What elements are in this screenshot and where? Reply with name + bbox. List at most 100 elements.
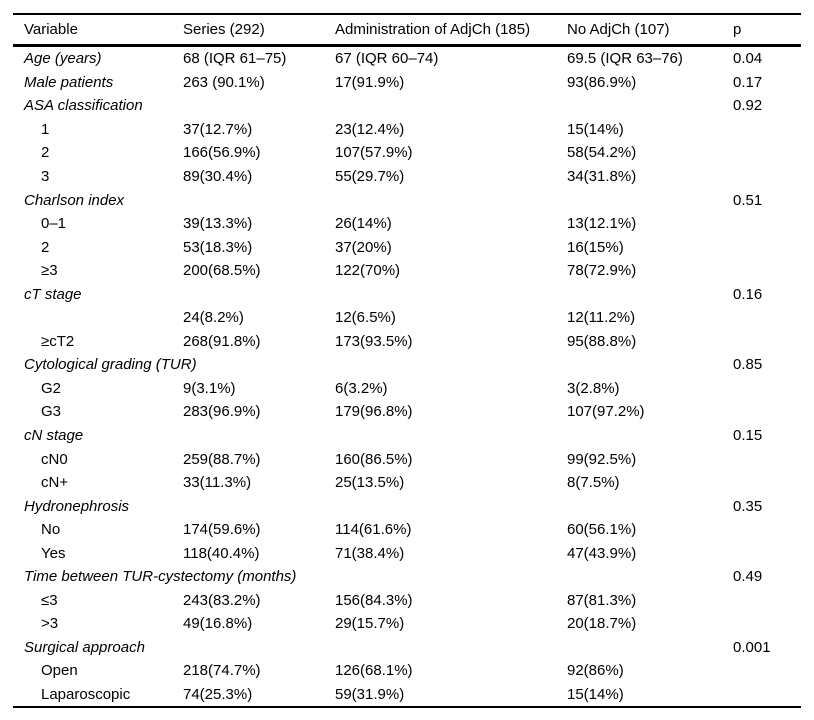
cell-adjch: 55(29.7%) (335, 168, 405, 185)
cell-adjch: 122(70%) (335, 262, 401, 280)
cell-variable: G3 (41, 403, 62, 421)
cell-no-adjch (567, 494, 733, 518)
table-row: ≤3 243(83.2%) 156(84.3%) 87(81.3%) (13, 589, 801, 613)
cell-p (733, 306, 801, 330)
cell-variable: cN stage (24, 427, 84, 445)
table-row: 0–1 39(13.3%) 26(14%) 13(12.1%) (13, 212, 801, 236)
cell-series: 263 (90.1%) (183, 73, 265, 91)
cell-series: 118(40.4%) (183, 544, 260, 562)
table-row: 1 37(12.7%) 23(12.4%) 15(14%) (13, 118, 801, 142)
cell-variable: Open (41, 662, 78, 680)
cell-p: 0.85 (733, 356, 763, 374)
cell-no-adjch: 107(97.2%) (567, 403, 645, 421)
cell-adjch: 156(84.3%) (335, 591, 413, 609)
cell-adjch: 160(86.5%) (335, 450, 413, 468)
table-row: Charlson index 0.51 (13, 188, 801, 212)
table-body: Age (years) 68 (IQR 61–75) 67 (IQR 60–74) 6… (13, 46, 801, 708)
cell-adjch: 179(96.8%) (335, 403, 413, 421)
cell-p: 0.92 (733, 97, 763, 115)
cell-p (733, 659, 801, 683)
cell-adjch (335, 94, 567, 118)
table-row: cN0 259(88.7%) 160(86.5%) 99(92.5%) (13, 447, 801, 471)
cell-no-adjch: 13(12.1%) (567, 215, 637, 233)
cell-series: 74(25.3%) (183, 686, 253, 704)
cell-no-adjch (567, 424, 733, 448)
cell-adjch: 126(68.1%) (335, 662, 413, 680)
cell-p: 0.17 (733, 73, 763, 91)
cell-adjch: 59(31.9%) (335, 686, 405, 704)
cell-adjch (335, 424, 567, 448)
cell-adjch (335, 188, 567, 212)
cell-series: 37(12.7%) (183, 120, 253, 138)
col-header-series: Series (292) (183, 14, 335, 47)
cell-adjch: 17(91.9%) (335, 73, 405, 91)
table-row: G2 9(3.1%) 6(3.2%) 3(2.8%) (13, 377, 801, 401)
col-header-variable: Variable (13, 14, 183, 47)
cell-p: 0.04 (733, 50, 763, 68)
cell-adjch: 107(57.9%) (335, 144, 413, 162)
cell-no-adjch: 58(54.2%) (567, 144, 637, 162)
cell-variable: Surgical approach (24, 638, 145, 656)
cell-adjch: 26(14%) (335, 215, 392, 233)
table-row: Open 218(74.7%) 126(68.1%) 92(86%) (13, 659, 801, 683)
table-row: Time between TUR-cystectomy (months) 0.49 (13, 565, 801, 589)
cell-series: 218(74.7%) (183, 662, 261, 680)
cell-p: 0.51 (733, 191, 763, 209)
cell-no-adjch: 15(14%) (567, 120, 624, 138)
cell-p (733, 683, 801, 708)
cell-adjch (335, 565, 567, 589)
cell-no-adjch: 95(88.8%) (567, 332, 637, 350)
cell-p (733, 400, 801, 424)
cell-variable: 2 (41, 238, 50, 256)
cell-no-adjch (567, 636, 733, 660)
cell-variable: Age (years) (24, 50, 102, 68)
cell-adjch (335, 282, 567, 306)
cell-variable: cN+ (41, 474, 69, 492)
cell-adjch: 29(15.7%) (335, 615, 405, 633)
cell-no-adjch: 47(43.9%) (567, 544, 637, 562)
cell-variable: Yes (41, 544, 66, 562)
cell-no-adjch (567, 188, 733, 212)
cell-adjch: 12(6.5%) (335, 309, 396, 327)
cell-no-adjch (567, 565, 733, 589)
cell-series: 68 (IQR 61–75) (183, 50, 287, 68)
cell-no-adjch: 15(14%) (567, 686, 624, 704)
baseline-characteristics-table: Variable Series (292) Administration of … (13, 13, 801, 709)
table-row: Laparoscopic 74(25.3%) 59(31.9%) 15(14%) (13, 683, 801, 708)
cell-adjch: 114(61.6%) (335, 521, 412, 539)
table-row: No 174(59.6%) 114(61.6%) 60(56.1%) (13, 518, 801, 542)
cell-no-adjch: 69.5 (IQR 63–76) (567, 50, 683, 68)
cell-series (183, 494, 335, 518)
cell-no-adjch: 8(7.5%) (567, 474, 620, 492)
cell-p (733, 165, 801, 189)
cell-adjch (335, 353, 567, 377)
cell-variable (13, 306, 183, 330)
cell-series (183, 636, 335, 660)
table-row: Male patients 263 (90.1%) 17(91.9%) 93(86.9… (13, 71, 801, 95)
cell-variable: 0–1 (41, 215, 67, 233)
cell-series: 89(30.4%) (183, 168, 253, 185)
cell-series: 39(13.3%) (183, 215, 253, 233)
cell-variable: >3 (41, 615, 59, 633)
cell-variable: Cytological grading (TUR) (24, 356, 197, 374)
col-header-p: p (733, 14, 801, 47)
cell-series: 53(18.3%) (183, 238, 253, 256)
table-row: cT stage 0.16 (13, 282, 801, 306)
table-row: 2 53(18.3%) 37(20%) 16(15%) (13, 235, 801, 259)
cell-p (733, 589, 801, 613)
cell-variable: G2 (41, 379, 62, 397)
cell-no-adjch (567, 282, 733, 306)
table-row: Yes 118(40.4%) 71(38.4%) 47(43.9%) (13, 541, 801, 565)
cell-no-adjch: 60(56.1%) (567, 521, 637, 539)
cell-p (733, 471, 801, 495)
cell-variable: ≥cT2 (41, 332, 75, 350)
cell-series (183, 353, 335, 377)
cell-series: 259(88.7%) (183, 450, 261, 468)
cell-series: 200(68.5%) (183, 262, 261, 280)
cell-no-adjch: 92(86%) (567, 662, 624, 680)
cell-variable: ≥3 (41, 262, 58, 280)
cell-p (733, 212, 801, 236)
cell-adjch: 23(12.4%) (335, 120, 405, 138)
table-row: ≥3 200(68.5%) 122(70%) 78(72.9%) (13, 259, 801, 283)
